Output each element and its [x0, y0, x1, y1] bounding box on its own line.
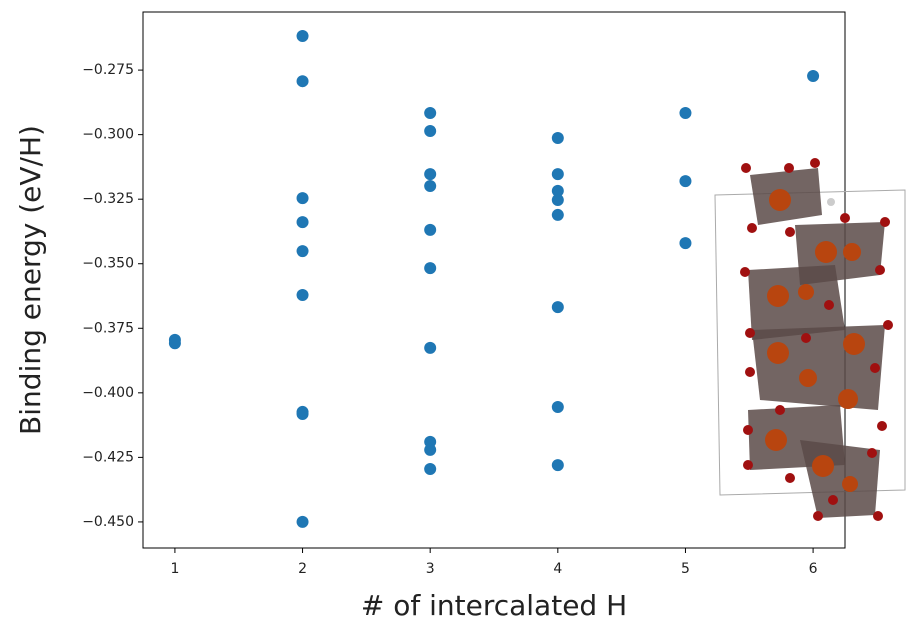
point — [296, 30, 309, 43]
x-tick-label: 4 — [553, 561, 562, 577]
y-tick-label: −0.375 — [82, 320, 134, 336]
point — [551, 193, 564, 206]
x-tick-label: 3 — [426, 561, 435, 577]
plot-frame — [142, 11, 846, 549]
point — [424, 125, 437, 138]
x-tick-label: 6 — [809, 561, 818, 577]
y-tick-label: −0.350 — [82, 256, 134, 272]
point — [551, 208, 564, 221]
point — [551, 301, 564, 314]
y-tick-label: −0.325 — [82, 191, 134, 207]
point — [551, 131, 564, 144]
point — [679, 106, 692, 119]
y-tick-label: −0.450 — [82, 514, 134, 530]
y-tick-label: −0.300 — [82, 127, 134, 143]
point — [296, 515, 309, 528]
y-axis-label: Binding energy (eV/H) — [14, 125, 47, 435]
y-tick-label: −0.400 — [82, 385, 134, 401]
plot-area: −0.275 −0.300 −0.325 −0.350 −0.375 −0.400 −0.4… — [82, 11, 846, 577]
point — [296, 288, 309, 301]
point — [551, 401, 564, 414]
point — [424, 443, 437, 456]
point — [424, 462, 437, 475]
point — [296, 75, 309, 88]
x-tick-label: 2 — [298, 561, 307, 577]
x-tick-label: 1 — [170, 561, 179, 577]
point — [296, 192, 309, 205]
y-tick-label: −0.275 — [82, 62, 134, 78]
point — [424, 180, 437, 193]
point — [679, 237, 692, 250]
point — [296, 408, 309, 420]
point — [424, 168, 437, 181]
point — [551, 168, 564, 181]
point — [679, 175, 692, 188]
x-axis-label: # of intercalated H — [361, 589, 627, 622]
point — [424, 223, 437, 236]
crystal-illustration — [714, 158, 906, 521]
point — [424, 341, 437, 354]
point — [807, 70, 820, 83]
point — [551, 184, 564, 197]
point — [168, 337, 181, 350]
point — [424, 262, 437, 275]
point — [424, 106, 437, 119]
point — [296, 245, 309, 258]
point — [296, 216, 309, 229]
y-tick-label: −0.425 — [82, 449, 134, 465]
point — [551, 459, 564, 472]
x-tick-label: 5 — [681, 561, 690, 577]
